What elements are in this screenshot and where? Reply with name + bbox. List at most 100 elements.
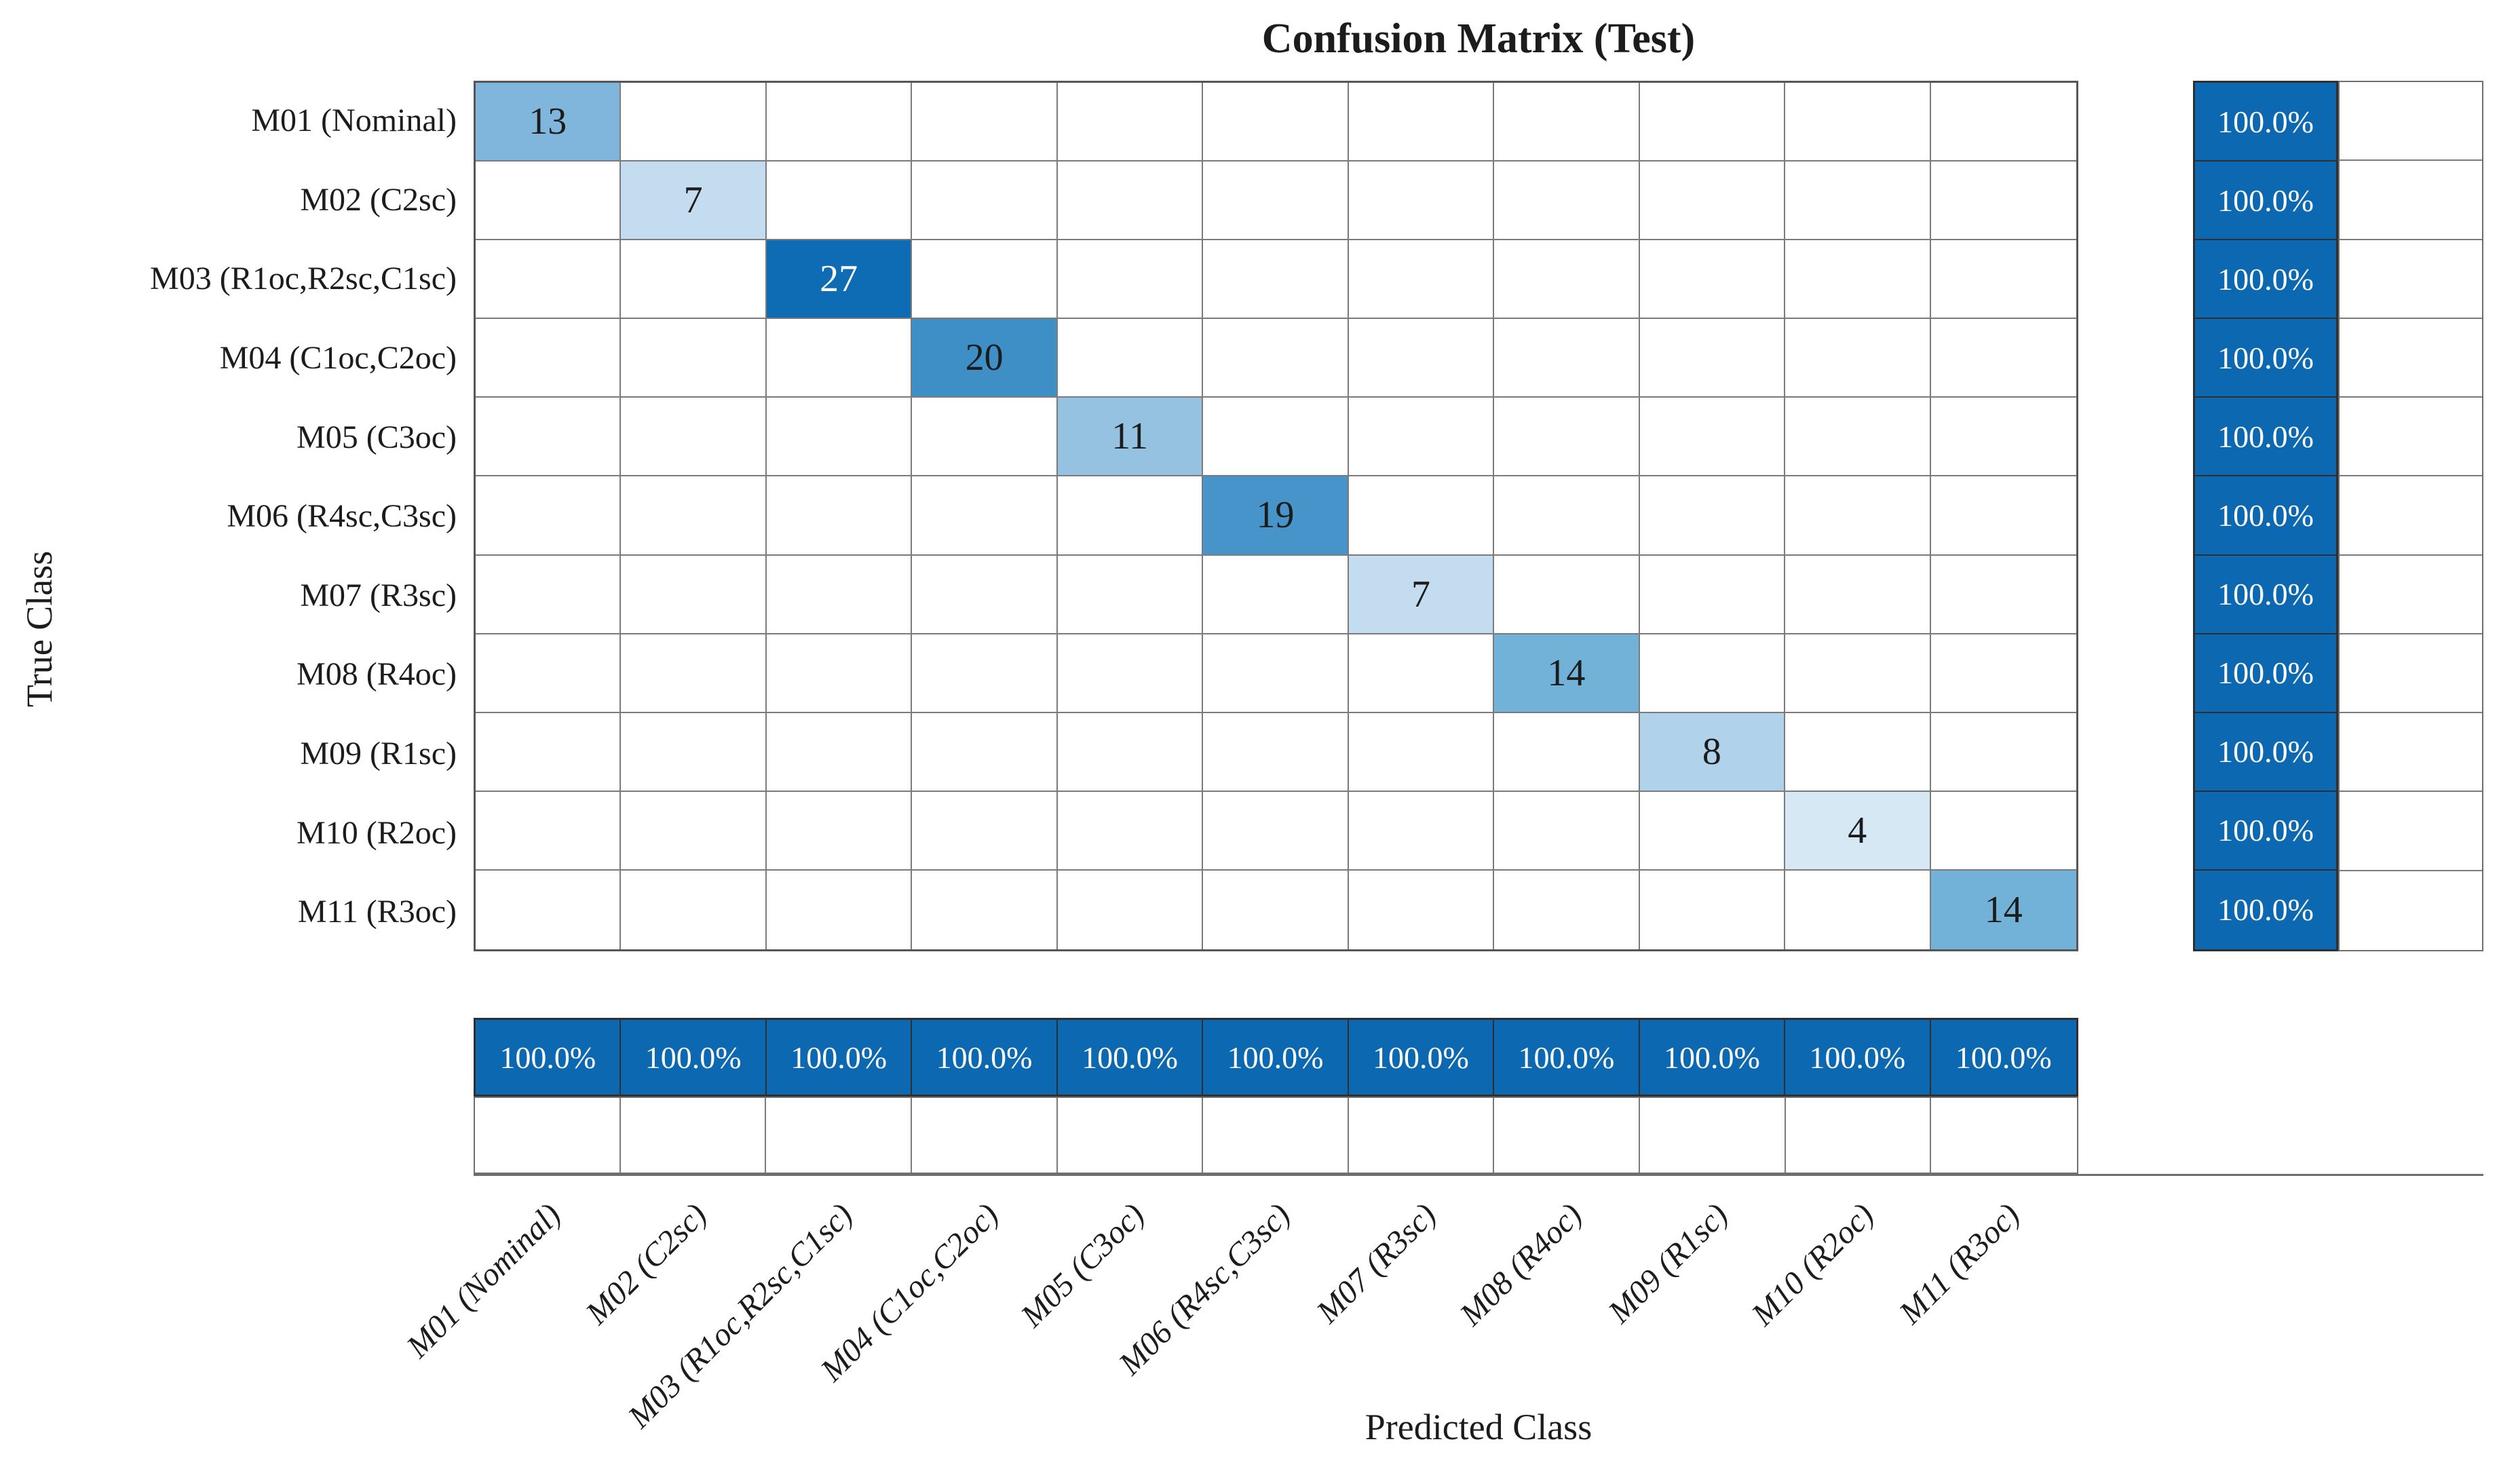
y-tick-label: M07 (R3sc) [300,577,457,613]
matrix-cell [1057,83,1204,162]
matrix-cell [1057,634,1204,713]
matrix-cell [1785,712,1931,792]
row-summary-secondary-cell [2340,792,2482,871]
matrix-cell [621,712,767,792]
matrix-cell [912,240,1058,320]
matrix-cell [1203,634,1349,713]
matrix-cell [1785,83,1931,162]
row-summary-secondary-cell [2340,476,2482,556]
row-summary-cell: 100.0% [2195,791,2336,871]
y-tick-label: M02 (C2sc) [300,181,457,218]
matrix-cell [767,870,913,949]
matrix-cell [1639,634,1786,713]
column-summary-secondary-cell [1494,1098,1641,1173]
matrix-cell [1057,161,1204,241]
y-tick-label: M04 (C1oc,C2oc) [219,339,457,376]
matrix-cell [1203,161,1349,241]
y-tick-label: M11 (R3oc) [297,894,457,930]
column-summary-secondary-cell [1640,1098,1786,1173]
matrix-cell [1494,398,1640,477]
matrix-cell [1785,634,1931,713]
y-tick-label: M01 (Nominal) [251,102,457,138]
matrix-cell [1348,634,1495,713]
matrix-cell [1785,398,1931,477]
matrix-cell [621,555,767,634]
matrix-cell-diagonal: 20 [912,319,1058,398]
matrix-cell [912,398,1058,477]
matrix-cell [1348,791,1495,871]
row-summary-secondary-cell [2340,319,2482,398]
matrix-cell [912,83,1058,162]
matrix-cell [912,712,1058,792]
row-summary-cell: 100.0% [2195,634,2336,713]
matrix-cell [476,634,622,713]
column-summary-cell: 100.0% [621,1020,767,1095]
matrix-cell-diagonal: 14 [1494,634,1640,713]
matrix-cell [1348,712,1495,792]
matrix-cell [1203,712,1349,792]
matrix-cell [912,634,1058,713]
column-summary-secondary-cell [912,1098,1058,1173]
matrix-cell [1639,791,1786,871]
matrix-cell [1203,791,1349,871]
row-summary-secondary-cell [2340,82,2482,161]
matrix-cell [1203,319,1349,398]
row-summary-cell: 100.0% [2195,319,2336,398]
matrix-cell [1057,791,1204,871]
matrix-cell [1930,398,2076,477]
matrix-cell [476,161,622,241]
matrix-cell [766,791,913,871]
matrix-cell [766,83,913,162]
row-summary-secondary-cell [2340,871,2482,950]
matrix-cell [766,634,913,713]
row-summary-secondary-cell [2340,634,2482,714]
column-summary-cell: 100.0% [1348,1020,1495,1095]
matrix-cell [766,555,913,634]
matrix-cell [621,870,767,949]
column-summary-secondary-cell [1203,1098,1349,1173]
row-summary-cell: 100.0% [2195,398,2336,477]
matrix-cell [1349,870,1495,949]
column-summary-correct-row: 100.0% 100.0% 100.0% 100.0% 100.0% 100.0% 100.… [474,1018,2078,1097]
y-tick-label: M06 (R4sc,C3sc) [227,498,457,535]
matrix-cell [476,712,622,792]
column-summary-incorrect-row [474,1097,2078,1174]
matrix-cell [1494,240,1640,320]
row-summary-cell: 100.0% [2195,83,2336,162]
matrix-cell [1639,83,1786,162]
row-summary-cell: 100.0% [2195,476,2336,556]
x-axis-label: Predicted Class [1365,1407,1592,1447]
matrix-cell [766,319,913,398]
row-summary-cell: 100.0% [2195,712,2336,792]
matrix-cell [912,476,1058,556]
matrix-cell [621,791,767,871]
matrix-cell [476,555,622,634]
matrix-cell [476,240,622,320]
matrix-cell [1203,398,1349,477]
column-summary-cell: 100.0% [1930,1020,2076,1095]
row-summary-cell: 100.0% [2195,240,2336,320]
column-summary-cell: 100.0% [476,1020,622,1095]
matrix-cell [1057,319,1204,398]
matrix-cell [476,476,622,556]
matrix-cell [1639,161,1786,241]
row-summary-cell: 100.0% [2195,161,2336,241]
matrix-cell [1639,398,1786,477]
column-summary-cell: 100.0% [1785,1020,1931,1095]
matrix-cell [1930,634,2076,713]
column-summary-secondary-cell [766,1098,912,1173]
matrix-cell [1348,398,1495,477]
matrix-cell [621,634,767,713]
row-summary-cell: 100.0% [2195,870,2336,949]
column-summary-secondary-cell [1931,1098,2077,1173]
matrix-cell [1494,319,1640,398]
y-tick-label: M09 (R1sc) [300,736,457,772]
column-summary-cell: 100.0% [1203,1020,1349,1095]
matrix-cell [476,870,622,949]
matrix-cell [1930,556,2076,634]
matrix-cell [476,398,622,477]
matrix-cell [1057,555,1204,634]
matrix-cell [1494,83,1640,162]
row-summary-cell: 100.0% [2195,555,2336,634]
row-summary-secondary-cell [2340,161,2482,240]
